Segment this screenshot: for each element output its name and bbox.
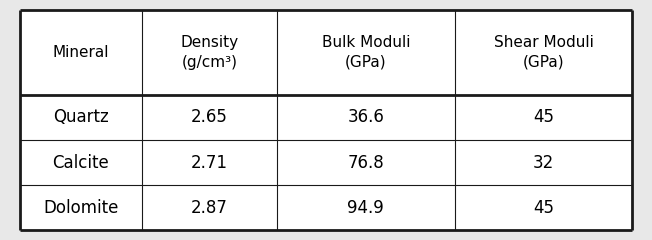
Text: Quartz: Quartz [53, 108, 109, 126]
Text: 45: 45 [533, 199, 554, 217]
Text: 2.65: 2.65 [191, 108, 228, 126]
Text: 76.8: 76.8 [348, 154, 384, 172]
Text: 94.9: 94.9 [348, 199, 384, 217]
Text: Shear Moduli
(GPa): Shear Moduli (GPa) [494, 35, 593, 70]
Text: Density
(g/cm³): Density (g/cm³) [181, 35, 239, 70]
Text: 36.6: 36.6 [348, 108, 384, 126]
Text: Dolomite: Dolomite [43, 199, 119, 217]
Text: Mineral: Mineral [53, 45, 109, 60]
Text: Calcite: Calcite [52, 154, 110, 172]
Text: 32: 32 [533, 154, 554, 172]
Text: 45: 45 [533, 108, 554, 126]
Text: 2.87: 2.87 [191, 199, 228, 217]
Text: Bulk Moduli
(GPa): Bulk Moduli (GPa) [321, 35, 410, 70]
Text: 2.71: 2.71 [191, 154, 228, 172]
